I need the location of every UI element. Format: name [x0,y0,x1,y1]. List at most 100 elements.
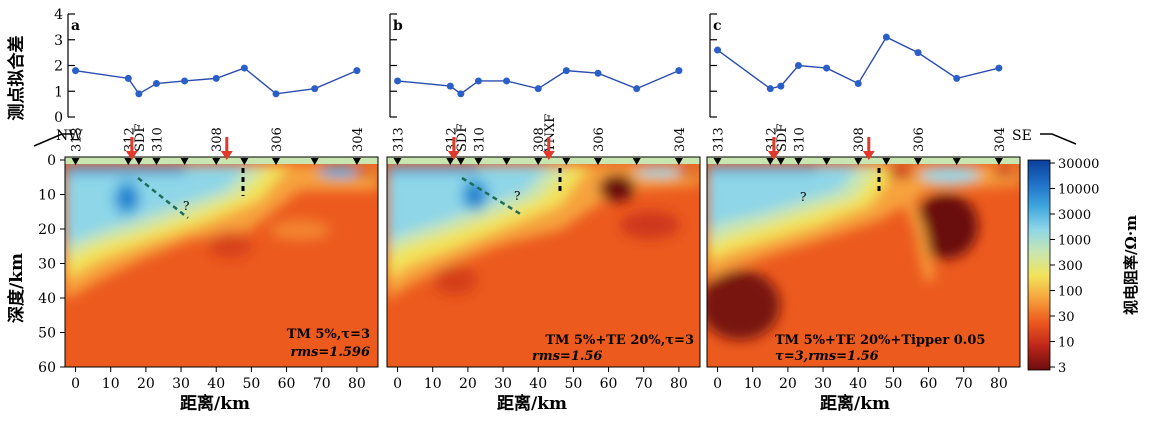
fit-point [914,49,922,57]
colorbar-tick-label: 10000 [1058,183,1099,198]
fit-point [882,33,890,41]
colorbar-tick-label: 10 [1058,336,1075,351]
nw-arrow-icon [33,133,74,147]
question-mark-c: ? [800,190,806,204]
station-label: 310 [150,127,165,152]
colorbar-tick-label: 30000 [1058,157,1099,172]
fit-point [633,85,641,93]
station-triangle-icon [674,158,683,165]
legend-b-line2: rms=1.56 [532,349,602,364]
direction-nw: NW [56,128,83,144]
station-triangle-icon [794,158,803,165]
fit-point [181,77,189,85]
station-triangle-icon [562,158,571,165]
station-label: 313 [392,127,407,152]
station-triangles-b [393,158,683,165]
station-label: 304 [351,127,366,152]
colorbar: 30000 10000 3000 1000 300 100 30 10 3 视电阻率/Ω·m [1027,157,1140,376]
x-tick-label: 30 [814,376,832,392]
legend-a-line2: rms=1.596 [290,345,370,360]
x-ticks-b: 0 10 20 30 40 50 60 70 80 [393,367,688,392]
station-label: 312 [444,127,459,152]
colorbar-tick-label: 3000 [1058,208,1091,223]
station-triangle-icon [994,158,1003,165]
legend-b: TM 5%+TE 20%,τ=3 rms=1.56 [532,333,694,364]
station-triangle-icon [854,158,863,165]
fit-point [823,64,831,72]
station-triangle-icon [446,158,455,165]
fit-point [534,85,542,93]
station-label: 308 [210,127,225,152]
x-tick-label: 80 [348,376,366,392]
fit-tick-label: 2 [54,59,63,75]
fit-tick-label: 4 [54,7,63,23]
red-arrowhead-icon [862,151,875,160]
x-tick-label: 80 [670,376,688,392]
x-tick-label: 10 [102,376,120,392]
x-tick-label: 30 [172,376,190,392]
fault-label-sdf: SDF [455,124,470,152]
x-tick-label: 60 [600,376,618,392]
fit-point [135,90,143,98]
red-arrowhead-icon [542,151,555,160]
direction-se: SE [1012,128,1032,144]
x-tick-label: 80 [990,376,1008,392]
station-triangle-icon [502,158,511,165]
station-triangle-icon [124,158,133,165]
station-label: 304 [673,127,688,152]
x-tick-label: 50 [242,376,260,392]
panel-c-letter: c [713,18,722,34]
fit-point [240,64,248,72]
depth-ticks: 0 10 20 30 40 50 60 [38,153,65,376]
fit-point [272,90,280,98]
station-triangle-icon [914,158,923,165]
fit-plot-c [709,13,1003,118]
legend-c: TM 5%+TE 20%+Tipper 0.05 τ=3,rms=1.56 [775,333,985,364]
colorbar-tick-label: 300 [1058,259,1083,274]
fault-label-sdf: SDF [775,124,790,152]
fit-point [995,64,1003,72]
station-triangle-icon [713,158,722,165]
x-tick-label: 70 [313,376,331,392]
x-tick-label: 20 [459,376,477,392]
depth-tick-label: 50 [38,326,56,342]
panel-a-letter: a [71,18,80,34]
colorbar-tick-label: 1000 [1058,234,1091,249]
colorbar-tick-label: 100 [1058,285,1083,300]
x-tick-label: 0 [71,376,80,392]
depth-axis-title: 深度/km [6,253,27,323]
x-axis-title-c: 距离/km [820,393,890,414]
colorbar-bar [1027,159,1051,371]
fit-point [446,82,454,90]
station-label: 306 [270,127,285,152]
depth-tick-label: 60 [38,360,56,376]
x-tick-label: 30 [494,376,512,392]
fault-trace-sdf-b [461,176,523,217]
station-triangle-icon [632,158,641,165]
legend-a-line1: TM 5%,τ=3 [287,327,370,342]
depth-tick-label: 30 [38,257,56,273]
fit-point [457,90,465,98]
station-triangle-icon [71,158,80,165]
x-tick-label: 20 [779,376,797,392]
legend-a: TM 5%,τ=3 rms=1.596 [287,327,370,360]
station-triangle-icon [456,158,465,165]
se-arrow-icon [1040,133,1077,145]
fit-point [311,85,319,93]
station-triangle-icon [352,158,361,165]
fit-point [152,80,160,88]
fit-tick-label: 1 [54,84,63,100]
fit-point [766,85,774,93]
fit-point [353,67,361,75]
fit-point [562,67,570,75]
x-tick-label: 50 [564,376,582,392]
x-tick-label: 0 [713,376,722,392]
x-tick-label: 10 [744,376,762,392]
panel-a: a 0 1 2 3 4 ? 0 10 20 30 40 50 60 70 80 [54,7,379,392]
x-tick-label: 40 [529,376,547,392]
station-triangle-icon [212,158,221,165]
fault-trace-sdf-a [137,177,189,219]
x-tick-label: 10 [424,376,442,392]
fit-plot-b [389,13,683,118]
